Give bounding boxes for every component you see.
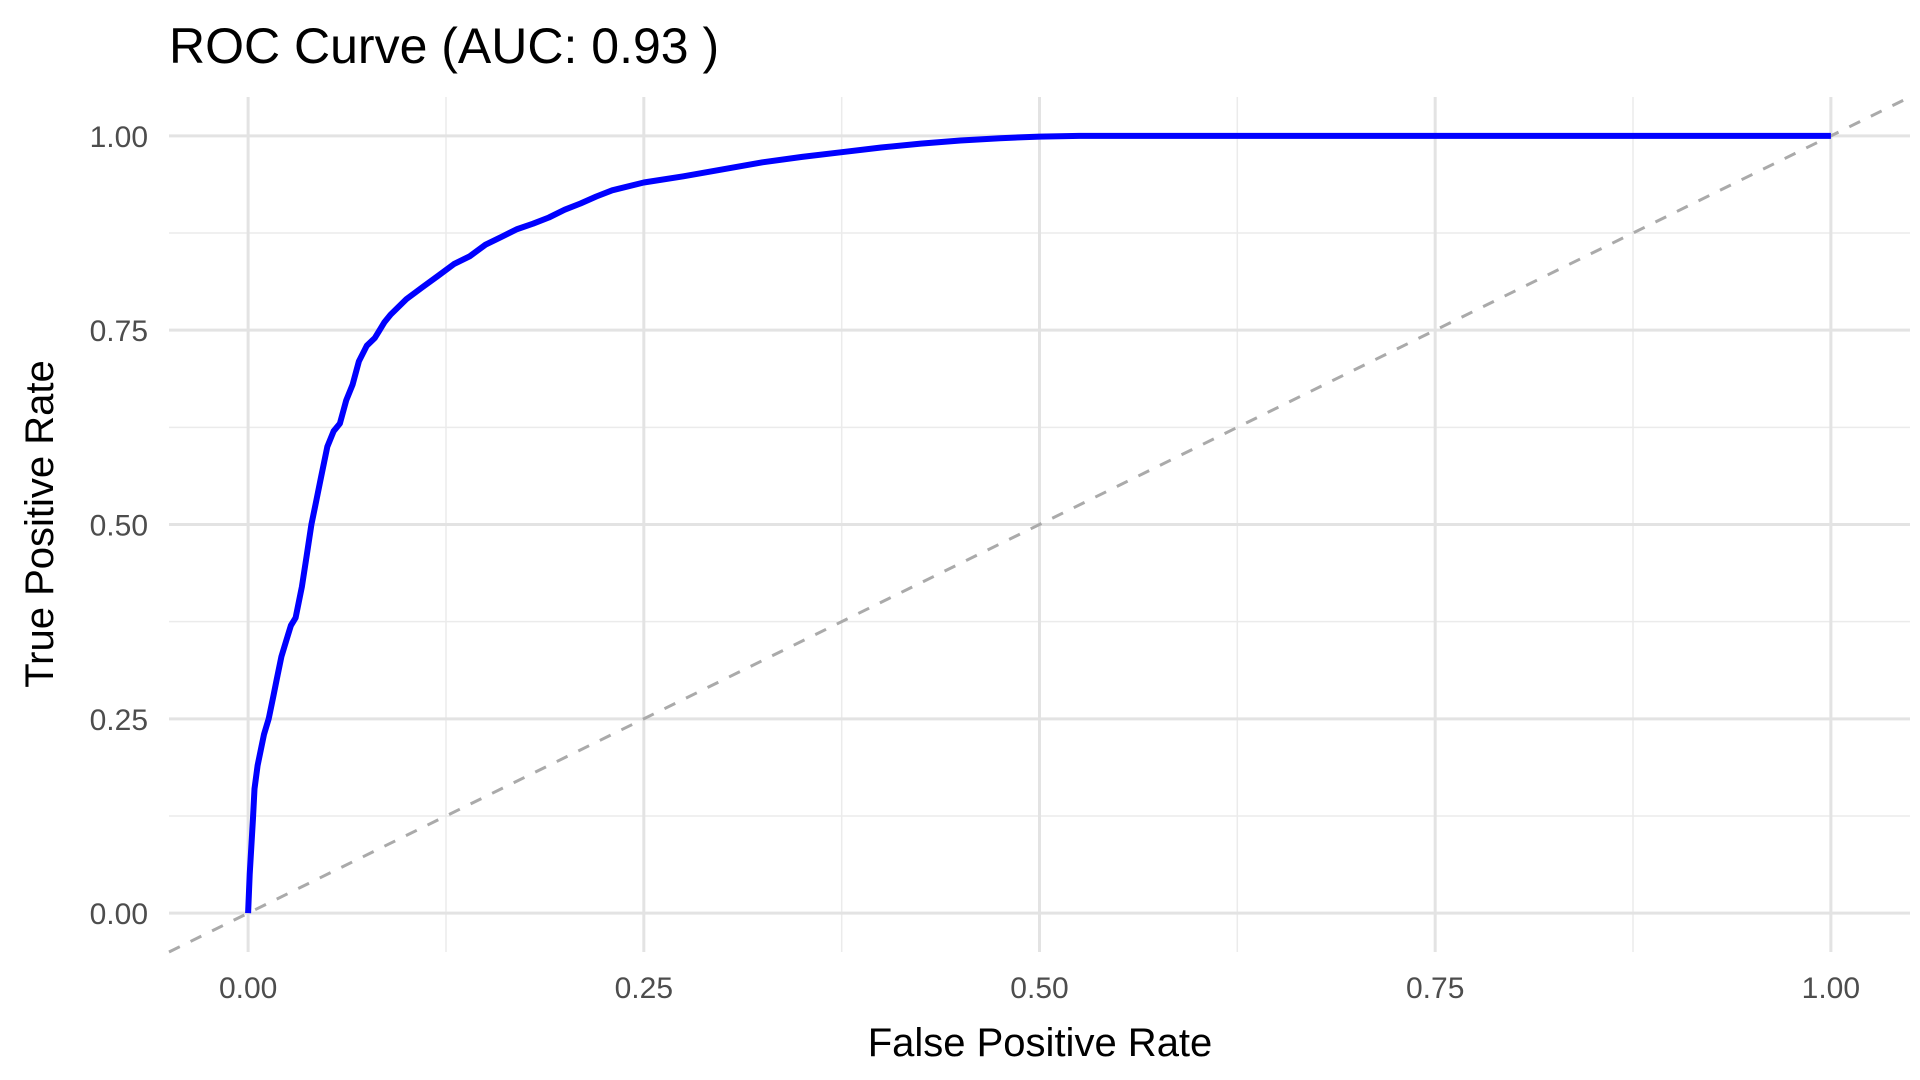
x-tick-label: 1.00	[1802, 972, 1860, 1005]
y-tick-label: 0.75	[90, 315, 148, 348]
y-tick-label: 1.00	[90, 121, 148, 154]
chart-title: ROC Curve (AUC: 0.93 )	[169, 18, 719, 74]
tick-labels: 0.00 0.25 0.50 0.75 1.00 0.00 0.25 0.50 0.75 1.00	[90, 121, 1860, 1005]
x-tick-label: 0.50	[1010, 972, 1068, 1005]
diagonal-reference-line	[168, 95, 1911, 954]
x-tick-label: 0.25	[615, 972, 673, 1005]
y-tick-label: 0.50	[90, 510, 148, 543]
series-layer	[168, 95, 1911, 954]
y-axis-title: True Positive Rate	[18, 360, 62, 688]
x-tick-label: 0.75	[1406, 972, 1464, 1005]
x-tick-label: 0.00	[219, 972, 277, 1005]
roc-curve-line	[245, 132, 1831, 914]
y-tick-label: 0.25	[90, 704, 148, 737]
y-tick-label: 0.00	[90, 898, 148, 931]
x-axis-title: False Positive Rate	[868, 1021, 1213, 1065]
